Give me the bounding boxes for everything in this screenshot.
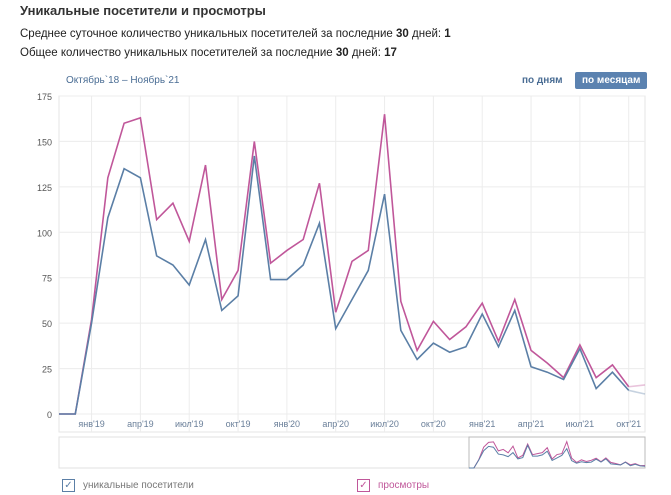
total-visitors: Общее количество уникальных посетителей … xyxy=(20,47,397,59)
x-tick-label: апр'19 xyxy=(127,419,154,429)
by-month-button[interactable]: по месяцам xyxy=(575,72,648,89)
legend-label: уникальные посетители xyxy=(83,480,194,491)
legend-visitors[interactable]: ✓ уникальные посетители xyxy=(62,479,194,492)
navigator-line xyxy=(469,440,646,469)
x-tick-label: апр'21 xyxy=(518,419,545,429)
y-tick-label: 175 xyxy=(37,92,52,102)
checkbox-icon[interactable]: ✓ xyxy=(357,479,370,492)
x-tick-label: янв'20 xyxy=(274,419,300,429)
y-tick-label: 125 xyxy=(37,183,52,193)
x-tick-label: янв'19 xyxy=(78,419,104,429)
x-tick-label: июл'20 xyxy=(370,419,399,429)
checkbox-icon[interactable]: ✓ xyxy=(62,479,75,492)
x-tick-label: июл'19 xyxy=(175,419,204,429)
x-tick-label: янв'21 xyxy=(469,419,495,429)
by-day-button[interactable]: по дням xyxy=(522,75,563,86)
avg-daily-visitors: Среднее суточное количество уникальных п… xyxy=(20,28,451,40)
y-tick-label: 0 xyxy=(47,410,52,420)
x-tick-label: апр'20 xyxy=(322,419,349,429)
series-tail xyxy=(628,389,646,395)
series-line-views xyxy=(59,114,630,415)
page-title: Уникальные посетители и просмотры xyxy=(20,3,266,18)
legend-views[interactable]: ✓ просмотры xyxy=(357,479,429,492)
series-tail xyxy=(628,384,646,388)
x-tick-label: окт'19 xyxy=(226,419,251,429)
x-tick-label: июл'21 xyxy=(566,419,595,429)
series-line-visitors xyxy=(59,155,630,415)
y-tick-label: 100 xyxy=(37,228,52,238)
navigator-selection xyxy=(468,436,646,469)
legend-label: просмотры xyxy=(378,480,430,491)
x-tick-label: окт'20 xyxy=(421,419,446,429)
y-tick-label: 25 xyxy=(42,365,52,375)
x-tick-label: окт'21 xyxy=(616,419,641,429)
y-tick-label: 50 xyxy=(42,319,52,329)
navigator-line xyxy=(469,443,646,469)
y-tick-label: 75 xyxy=(42,274,52,284)
date-range: Октябрь`18 – Ноябрь`21 xyxy=(66,75,180,86)
plot-area xyxy=(58,95,646,433)
y-tick-label: 150 xyxy=(37,137,52,147)
